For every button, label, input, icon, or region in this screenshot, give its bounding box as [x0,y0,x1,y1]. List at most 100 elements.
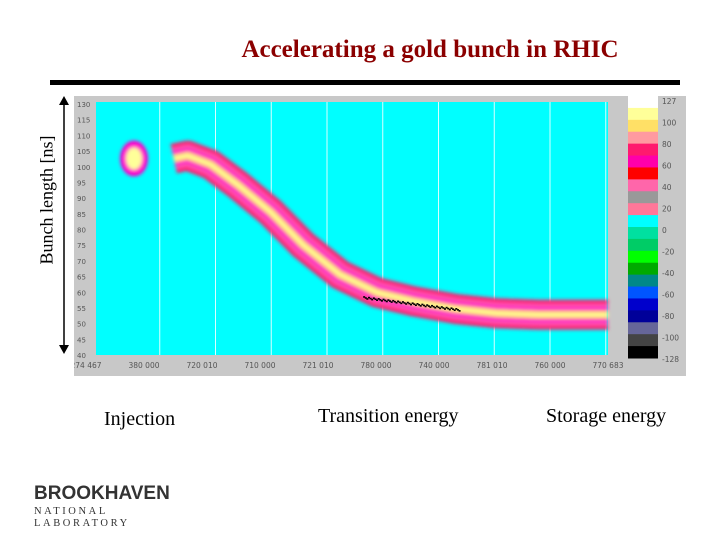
colorbar-tick-label: 40 [662,183,672,192]
band-layer [173,153,608,317]
trace-dot [405,303,408,305]
x-tick-label: 740 000 [418,361,449,370]
phase-label-injection: Injection [104,408,176,430]
trace-dot [389,300,392,302]
colorbar-swatch [628,286,658,299]
trace-dot [376,299,379,302]
trace-dot [374,298,377,301]
y-tick-label: 75 [77,242,86,250]
trace-dot [440,306,443,308]
colorbar-swatch [628,298,658,311]
trace-dot [379,299,382,301]
trace-dot [382,298,385,301]
trace-dot [447,307,450,310]
colorbar-swatch [628,334,658,347]
colorbar-swatch [628,215,658,228]
trace-dot [432,305,435,308]
trace-dot [435,305,438,308]
y-tick-label: 45 [77,336,86,344]
colorbar-swatch [628,346,658,359]
y-tick-label: 110 [77,132,90,140]
trace-dot [450,307,453,310]
mountain-range-plot: 130115110105100959085807570656055504540 … [74,96,686,376]
colorbar-swatch [628,107,658,121]
trace-dot [442,307,445,309]
trace-dot [364,297,367,299]
y-tick-label: 115 [77,117,90,125]
trace-dot [439,307,442,310]
colorbar-swatch [628,179,658,192]
trace-dot [387,299,390,301]
trace-dot [429,306,432,308]
trace-dot [395,301,398,304]
y-tick-label: 85 [77,211,86,219]
trace-dot [416,303,419,305]
colorbar-tick-label: -40 [662,269,674,278]
trace-dot [366,298,369,300]
y-tick-label: 90 [77,195,86,203]
trace-dot [426,304,429,306]
trace-dot [422,304,425,307]
logo-wordmark: BROOKHAVEN [34,483,170,504]
injection-core [126,147,142,170]
trace-dot [413,303,416,306]
trace-dot [397,300,400,303]
colorbar-swatch [628,155,658,168]
colorbar-swatch [628,310,658,323]
colorbar-swatch [628,191,658,204]
trace-dot [406,301,409,304]
trace-dot [393,300,396,303]
x-tick-label: 721 010 [302,361,333,370]
phase-label-transition: Transition energy [318,405,459,427]
colorbar-swatch [628,238,658,252]
x-tick-label: 710 000 [244,361,275,370]
trace-dot [411,302,414,305]
colorbar-tick-label: 80 [662,140,672,149]
trace-dot [400,302,403,305]
trace-dot [443,308,446,310]
colorbar-tick-label: -80 [662,312,674,321]
chart-title: Accelerating a gold bunch in RHIC [241,36,619,63]
logo-subtitle: NATIONAL LABORATORY [34,506,130,529]
y-tick-label: 40 [77,352,86,360]
colorbar-swatch [628,119,658,133]
transition-trace [363,296,461,312]
y-tick-label: 50 [77,321,86,329]
x-tick-label: 760 000 [534,361,565,370]
trace-dot [371,298,374,301]
trace-dot [372,297,375,300]
colorbar-swatch [628,131,658,145]
colorbar-swatch [628,96,658,109]
colorbar-tick-label: 100 [662,119,677,128]
x-tick-label: 380 000 [128,361,159,370]
x-tick-label: 781 010 [476,361,507,370]
phase-label-storage: Storage energy [546,405,667,427]
trace-dot [434,306,437,309]
trace-dot [445,306,448,309]
trace-dot [367,296,370,299]
trace-dot [403,302,406,304]
colorbar-swatch [628,274,658,288]
y-tick-label: 130 [77,101,90,109]
colorbar-swatch [628,250,658,264]
y-axis-label: Bunch length [ns] [36,135,57,265]
x-tick-label: 720 010 [186,361,217,370]
trace-dot [424,305,427,308]
trace-dot [427,305,430,307]
brookhaven-logo: BROOKHAVEN NATIONAL LABORATORY [34,484,204,530]
y-tick-label: 70 [77,258,86,266]
y-tick-label: 95 [77,179,86,187]
trace-dot [385,300,388,303]
colorbar-swatch [628,227,658,240]
colorbar-swatch [628,262,658,276]
x-tick-label: 274 467 [74,361,102,370]
y-tick-label: 100 [77,164,90,172]
y-tick-label: 65 [77,274,86,282]
colorbar-swatch [628,167,658,180]
y-range-arrow [59,96,69,354]
trace-dot [390,301,393,303]
trace-dot [437,306,440,309]
trace-dot [414,304,417,307]
colorbar-swatch [628,143,658,157]
y-tick-label: 105 [77,148,90,156]
